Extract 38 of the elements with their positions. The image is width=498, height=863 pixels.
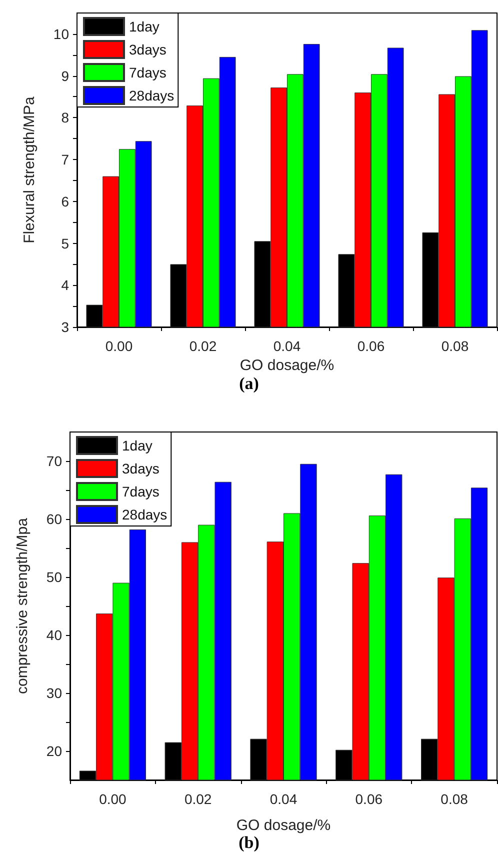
legend-label: 3days — [129, 42, 166, 58]
y-tick-label: 50 — [46, 569, 62, 585]
x-tick-label: 0.04 — [273, 338, 301, 354]
x-axis-title: GO dosage/% — [236, 817, 331, 834]
y-axis-title: compressive strength/Mpa — [14, 517, 31, 694]
y-tick-label: 8 — [61, 110, 70, 126]
x-tick-label: 0.06 — [355, 791, 383, 807]
legend-label: 7days — [122, 484, 160, 500]
legend-label: 28days — [122, 506, 168, 522]
legend-label: 1day — [129, 18, 160, 34]
x-tick-label: 0.02 — [184, 791, 212, 807]
y-tick-label: 60 — [46, 511, 62, 527]
x-tick-label: 0.06 — [357, 338, 385, 354]
y-axis-title: Flexural strength/MPa — [21, 96, 38, 244]
text: (b) — [238, 833, 260, 852]
y-tick-label: 7 — [61, 152, 70, 168]
x-tick-label: 0.04 — [270, 791, 298, 807]
legend-label: 7days — [129, 64, 166, 80]
x-tick-label: 0.02 — [189, 338, 217, 354]
x-tick-label: 0.08 — [440, 791, 468, 807]
x-axis-title: GO dosage/% — [240, 356, 334, 374]
text: (a) — [239, 374, 259, 393]
y-tick-label: 10 — [53, 26, 70, 42]
legend-label: 3days — [122, 460, 160, 476]
y-tick-label: 20 — [46, 743, 62, 759]
y-tick-label: 40 — [46, 627, 62, 643]
x-tick-label: 0.00 — [105, 338, 133, 354]
x-tick-label: 0.00 — [99, 791, 127, 807]
y-tick-label: 4 — [61, 277, 70, 294]
y-tick-label: 5 — [61, 235, 70, 252]
y-tick-label: 70 — [46, 453, 62, 469]
x-tick-label: 0.08 — [441, 338, 469, 354]
legend-label: 28days — [129, 88, 174, 104]
y-tick-label: 6 — [61, 193, 70, 210]
y-tick-label: 3 — [61, 319, 70, 335]
y-tick-label: 9 — [61, 68, 70, 84]
y-tick-label: 30 — [46, 685, 62, 701]
legend-label: 1day — [122, 438, 152, 454]
